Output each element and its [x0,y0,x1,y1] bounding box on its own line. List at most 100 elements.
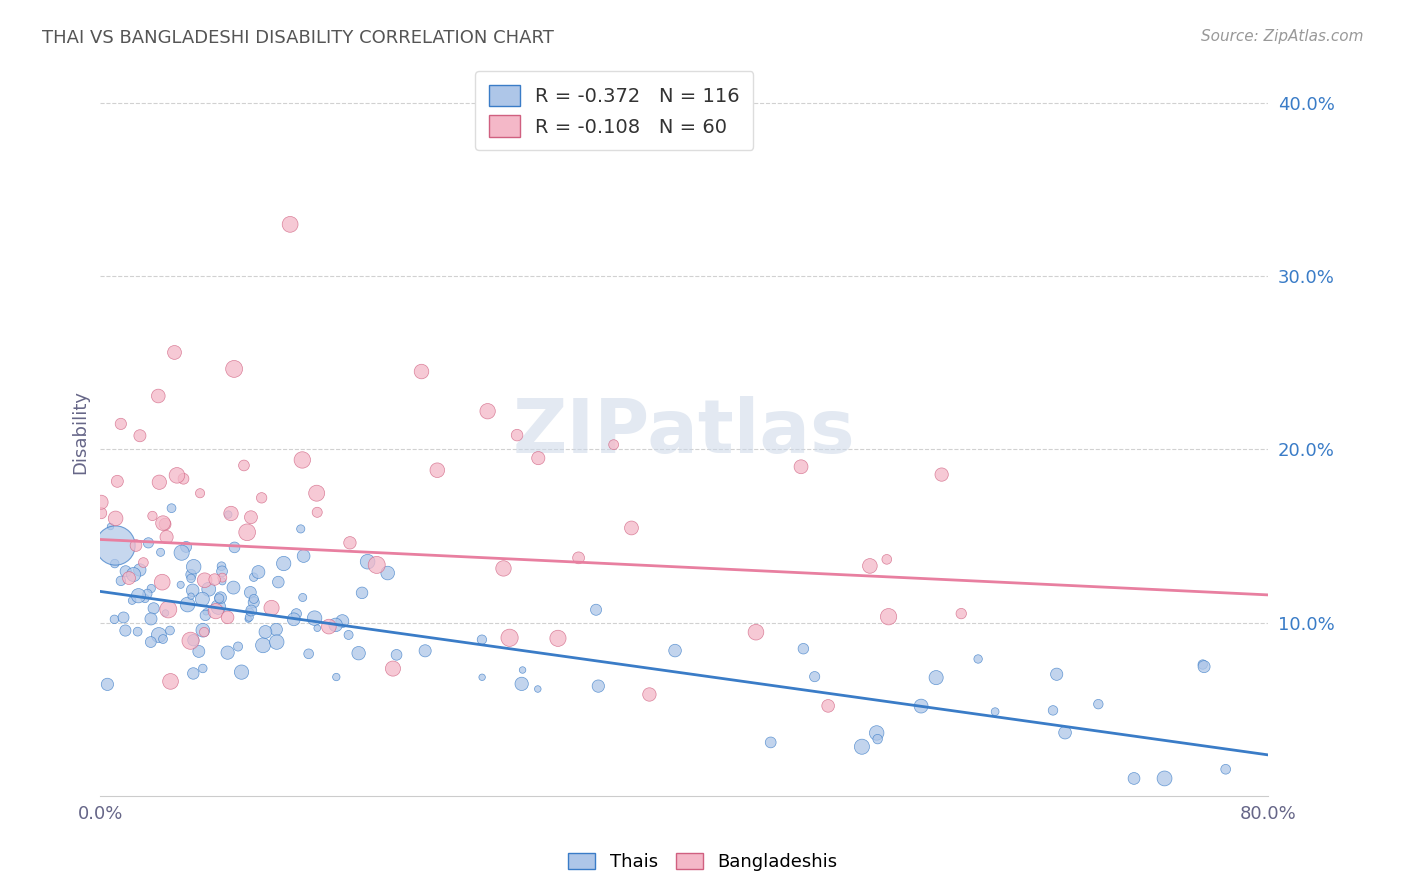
Point [337,628,360,642]
Point [207,600,229,615]
Point [127,624,149,639]
Point [100,519,122,533]
Point [931,467,953,482]
Point [166,468,188,483]
Point [217,508,239,522]
Point [242,595,264,609]
Point [350,586,373,600]
Text: Source: ZipAtlas.com: Source: ZipAtlas.com [1201,29,1364,44]
Point [141,582,163,596]
Point [254,624,277,639]
Point [114,564,136,578]
Point [180,589,202,603]
Point [1046,667,1069,681]
Point [239,510,262,524]
Point [527,451,550,466]
Point [105,475,128,489]
Legend: Thais, Bangladeshis: Thais, Bangladeshis [561,846,845,879]
Point [163,345,186,359]
Point [127,589,149,603]
Point [138,536,160,550]
Point [204,604,226,618]
Point [150,575,173,590]
Point [222,581,245,595]
Point [238,610,260,624]
Point [90,495,112,509]
Point [180,571,202,585]
Point [664,643,686,657]
Point [141,508,163,523]
Point [307,621,329,635]
Point [191,661,214,675]
Point [318,619,340,633]
Point [219,507,242,521]
Point [411,365,433,379]
Point [471,632,494,647]
Point [104,511,127,525]
Point [381,662,404,676]
Point [139,635,162,649]
Point [638,688,661,702]
Point [104,557,127,571]
Point [195,605,218,619]
Point [745,625,768,640]
Point [967,652,990,666]
Point [304,611,326,625]
Point [170,578,193,592]
Point [1087,697,1109,711]
Point [197,582,219,597]
Point [125,539,148,553]
Point [260,601,283,615]
Point [266,635,288,649]
Point [174,540,197,554]
Point [211,574,233,589]
Point [877,609,900,624]
Point [121,593,143,607]
Point [332,614,354,628]
Point [285,607,308,621]
Point [134,591,156,606]
Point [139,612,162,626]
Point [136,587,159,601]
Point [193,625,215,640]
Point [231,665,253,680]
Point [325,618,347,632]
Point [291,591,314,605]
Point [247,565,270,579]
Point [1215,762,1237,776]
Point [142,601,165,615]
Point [224,362,246,376]
Point [510,677,533,691]
Point [160,501,183,516]
Point [498,631,520,645]
Point [1191,657,1213,672]
Point [413,644,436,658]
Point [512,663,534,677]
Point [547,632,569,646]
Point [426,463,449,477]
Point [157,602,180,616]
Point [585,603,607,617]
Point [226,640,249,654]
Point [305,486,328,500]
Point [325,670,347,684]
Point [211,571,233,585]
Point [243,591,266,606]
Point [385,648,408,662]
Point [204,573,226,587]
Point [211,565,233,579]
Point [118,571,141,585]
Point [817,698,839,713]
Point [129,428,152,442]
Point [1192,659,1215,673]
Point [278,218,301,232]
Point [1153,772,1175,786]
Point [526,681,548,696]
Point [155,530,177,544]
Point [191,592,214,607]
Point [366,558,388,572]
Point [217,610,239,624]
Y-axis label: Disability: Disability [72,390,89,475]
Point [152,516,174,530]
Point [183,559,205,574]
